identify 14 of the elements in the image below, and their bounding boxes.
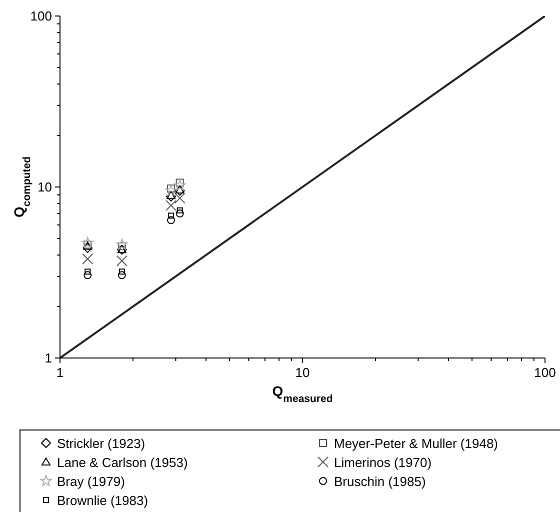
legend-label: Limerinos (1970) xyxy=(334,455,432,470)
legend-label: Brownlie (1983) xyxy=(57,493,148,508)
legend-label: Bruschin (1985) xyxy=(334,474,426,489)
x-axis-title: Q$_{measured}$ xyxy=(272,383,333,405)
legend-label: Strickler (1923) xyxy=(57,436,146,451)
y-tick-label: 100 xyxy=(30,8,52,24)
x-tick-label: 100 xyxy=(534,365,556,380)
legend-label: Meyer-Peter & Muller (1948) xyxy=(334,436,498,451)
y-tick-label: 10 xyxy=(38,180,52,194)
x-tick-label: 10 xyxy=(295,365,310,380)
legend-label: Bray (1979) xyxy=(57,474,125,489)
y-tick-label: 1 xyxy=(44,350,52,366)
x-tick-label: 1 xyxy=(56,365,64,380)
legend-label: Lane & Carlson (1953) xyxy=(57,455,188,470)
